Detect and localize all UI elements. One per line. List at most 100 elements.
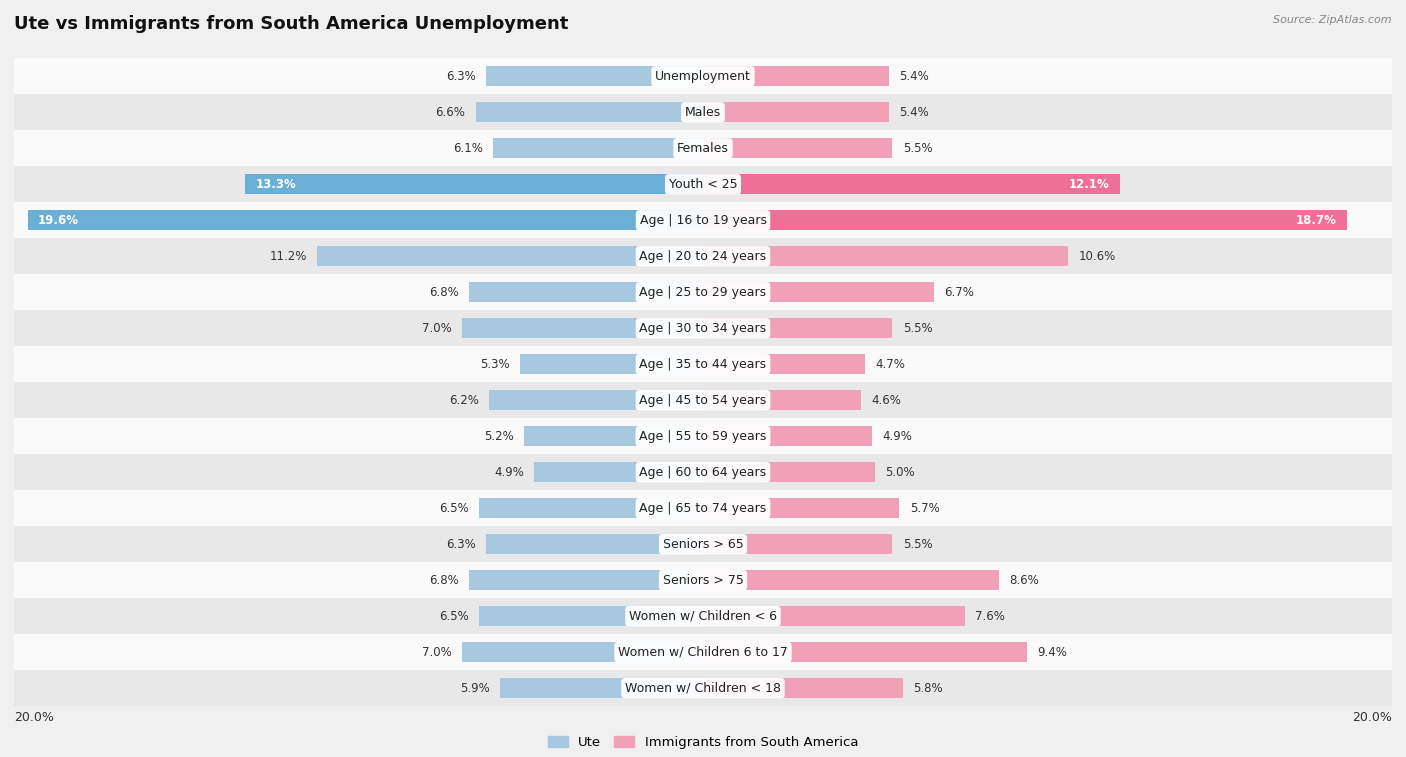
Text: 5.4%: 5.4% [900,70,929,83]
Bar [489,391,703,410]
Text: Ute vs Immigrants from South America Unemployment: Ute vs Immigrants from South America Une… [14,15,568,33]
Text: 5.5%: 5.5% [903,142,932,155]
Text: 6.6%: 6.6% [436,106,465,119]
Text: 7.6%: 7.6% [976,609,1005,623]
Text: 7.0%: 7.0% [422,646,451,659]
Text: 5.8%: 5.8% [912,682,943,695]
Bar [703,678,903,698]
Bar [703,606,965,626]
Text: Age | 45 to 54 years: Age | 45 to 54 years [640,394,766,407]
Text: 4.9%: 4.9% [882,430,912,443]
Bar [468,570,703,590]
Text: 5.0%: 5.0% [886,466,915,478]
Bar [703,174,1119,195]
Text: Females: Females [678,142,728,155]
Text: 4.7%: 4.7% [875,358,905,371]
Bar [28,210,703,230]
Text: Age | 30 to 34 years: Age | 30 to 34 years [640,322,766,335]
Bar [461,642,703,662]
Bar [703,426,872,446]
Text: 7.0%: 7.0% [422,322,451,335]
Text: 19.6%: 19.6% [38,213,79,227]
Text: Age | 60 to 64 years: Age | 60 to 64 years [640,466,766,478]
Bar [703,102,889,123]
Text: 6.1%: 6.1% [453,142,482,155]
Text: 20.0%: 20.0% [14,711,53,724]
Bar [703,282,934,302]
Bar [14,167,1392,202]
Bar [499,678,703,698]
Text: 6.3%: 6.3% [446,537,475,551]
Bar [14,526,1392,562]
Text: Age | 35 to 44 years: Age | 35 to 44 years [640,358,766,371]
Bar [14,382,1392,419]
Text: 5.5%: 5.5% [903,322,932,335]
Bar [14,130,1392,167]
Text: 5.4%: 5.4% [900,106,929,119]
Bar [14,454,1392,491]
Text: Unemployment: Unemployment [655,70,751,83]
Text: 10.6%: 10.6% [1078,250,1116,263]
Text: 5.7%: 5.7% [910,502,939,515]
Bar [14,202,1392,238]
Text: 6.5%: 6.5% [439,502,468,515]
Text: 13.3%: 13.3% [256,178,295,191]
Text: 6.7%: 6.7% [945,286,974,299]
Bar [703,210,1347,230]
Bar [703,139,893,158]
Text: Youth < 25: Youth < 25 [669,178,737,191]
Bar [494,139,703,158]
Bar [318,247,703,266]
Text: 12.1%: 12.1% [1069,178,1109,191]
Text: 6.8%: 6.8% [429,574,458,587]
Bar [479,606,703,626]
Text: 20.0%: 20.0% [1353,711,1392,724]
Text: Source: ZipAtlas.com: Source: ZipAtlas.com [1274,15,1392,25]
Bar [14,310,1392,346]
Bar [14,491,1392,526]
Text: 18.7%: 18.7% [1296,213,1337,227]
Bar [468,282,703,302]
Text: Age | 25 to 29 years: Age | 25 to 29 years [640,286,766,299]
Text: 8.6%: 8.6% [1010,574,1039,587]
Bar [703,534,893,554]
Bar [14,58,1392,95]
Text: 4.6%: 4.6% [872,394,901,407]
Bar [703,67,889,86]
Bar [703,463,875,482]
Text: 6.8%: 6.8% [429,286,458,299]
Bar [14,419,1392,454]
Text: Women w/ Children < 6: Women w/ Children < 6 [628,609,778,623]
Text: 9.4%: 9.4% [1038,646,1067,659]
Bar [14,562,1392,598]
Text: 5.3%: 5.3% [481,358,510,371]
Bar [534,463,703,482]
Text: 5.2%: 5.2% [484,430,513,443]
Text: 6.2%: 6.2% [450,394,479,407]
Text: Males: Males [685,106,721,119]
Bar [14,598,1392,634]
Text: Seniors > 65: Seniors > 65 [662,537,744,551]
Bar [486,67,703,86]
Text: Seniors > 75: Seniors > 75 [662,574,744,587]
Bar [703,247,1069,266]
Bar [479,498,703,518]
Bar [245,174,703,195]
Text: Age | 55 to 59 years: Age | 55 to 59 years [640,430,766,443]
Bar [14,634,1392,670]
Text: 6.5%: 6.5% [439,609,468,623]
Legend: Ute, Immigrants from South America: Ute, Immigrants from South America [543,731,863,755]
Text: Women w/ Children < 18: Women w/ Children < 18 [626,682,780,695]
Text: 6.3%: 6.3% [446,70,475,83]
Bar [14,670,1392,706]
Bar [461,319,703,338]
Bar [14,346,1392,382]
Text: Women w/ Children 6 to 17: Women w/ Children 6 to 17 [619,646,787,659]
Text: Age | 20 to 24 years: Age | 20 to 24 years [640,250,766,263]
Bar [703,498,900,518]
Bar [475,102,703,123]
Text: Age | 16 to 19 years: Age | 16 to 19 years [640,213,766,227]
Text: 5.5%: 5.5% [903,537,932,551]
Bar [703,570,1000,590]
Text: Age | 65 to 74 years: Age | 65 to 74 years [640,502,766,515]
